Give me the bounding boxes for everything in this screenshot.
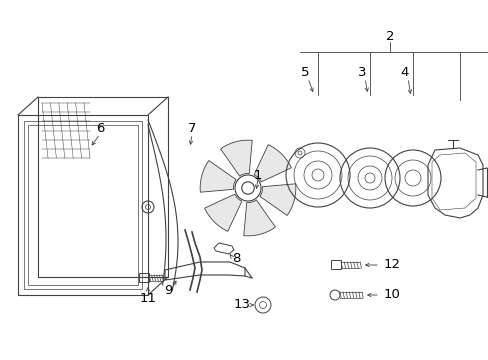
Polygon shape bbox=[204, 194, 242, 231]
Polygon shape bbox=[200, 161, 236, 192]
Text: 9: 9 bbox=[163, 284, 172, 297]
Text: 1: 1 bbox=[253, 168, 262, 181]
Polygon shape bbox=[244, 200, 275, 236]
Text: 3: 3 bbox=[357, 66, 366, 78]
Text: 8: 8 bbox=[231, 252, 240, 265]
Polygon shape bbox=[254, 145, 291, 182]
Polygon shape bbox=[260, 184, 295, 216]
Text: 2: 2 bbox=[385, 30, 393, 42]
Text: 7: 7 bbox=[187, 122, 196, 135]
Circle shape bbox=[235, 175, 261, 201]
Text: 6: 6 bbox=[96, 122, 104, 135]
Text: 5: 5 bbox=[300, 66, 308, 78]
Text: 4: 4 bbox=[400, 66, 408, 78]
Text: 13: 13 bbox=[233, 298, 250, 311]
Polygon shape bbox=[220, 140, 252, 176]
Text: 12: 12 bbox=[383, 258, 400, 271]
Text: 10: 10 bbox=[383, 288, 400, 302]
Text: 11: 11 bbox=[139, 292, 156, 305]
